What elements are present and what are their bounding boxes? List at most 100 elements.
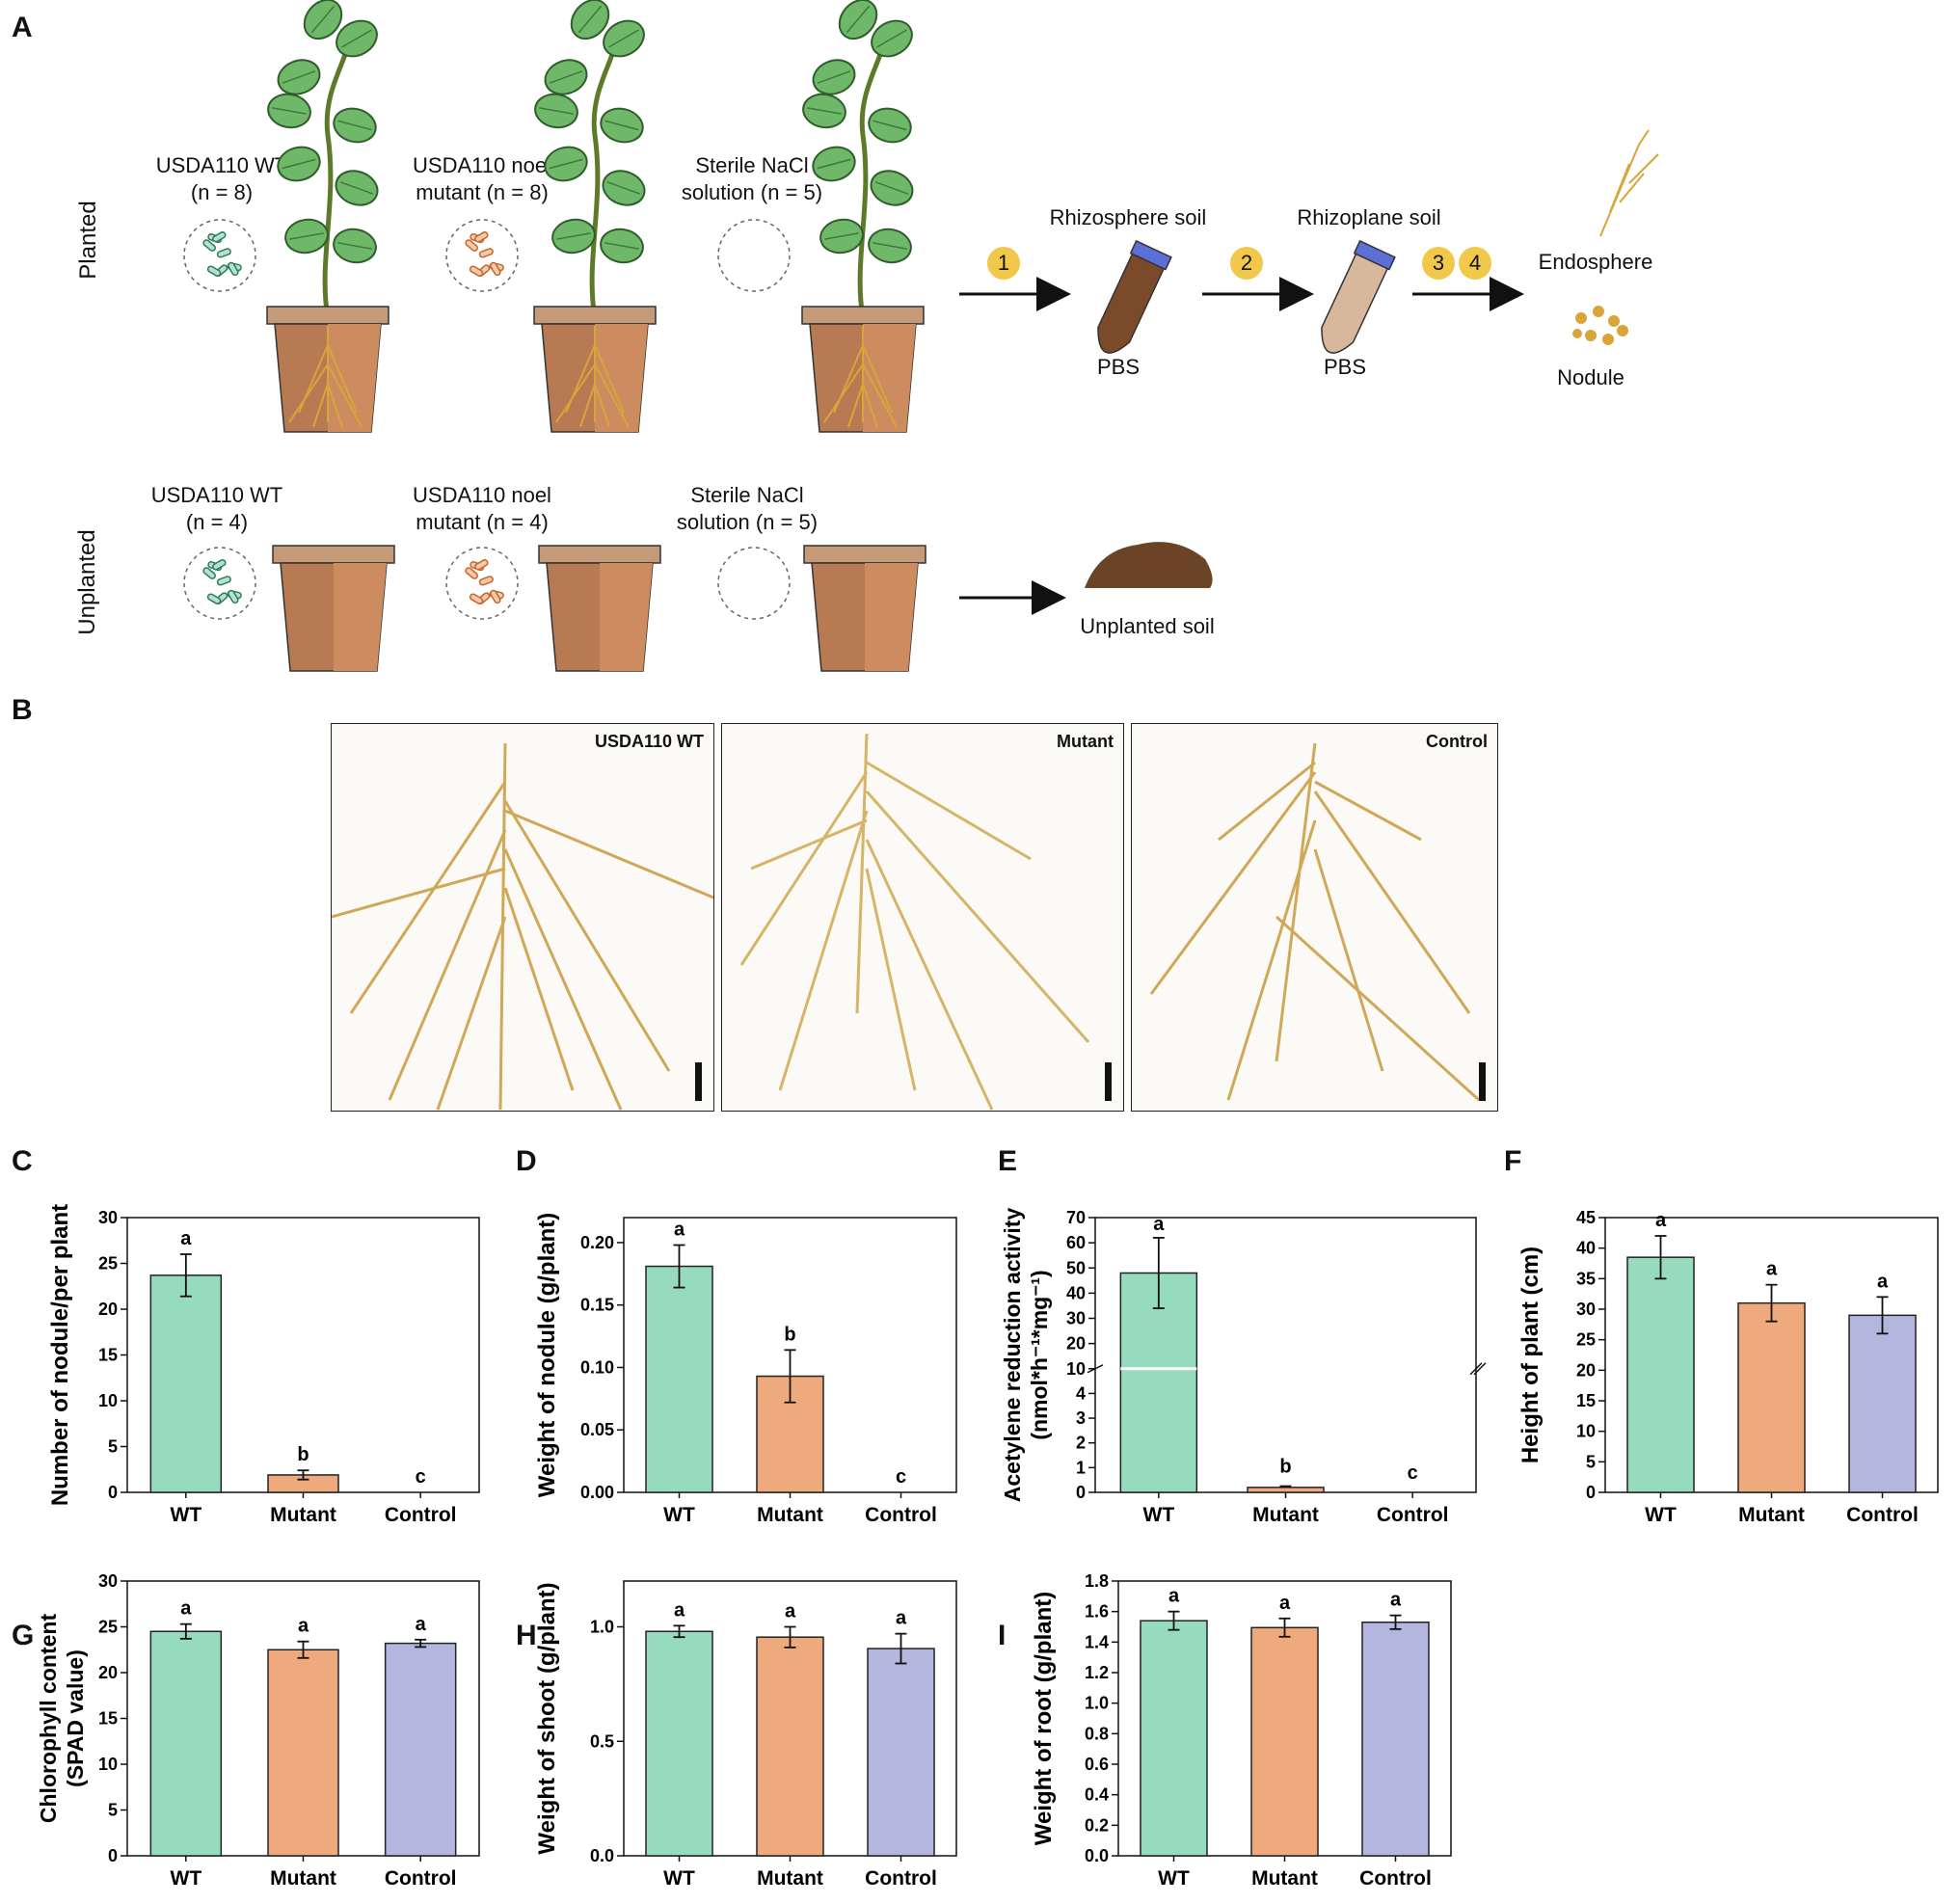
x-tick-label: WT	[663, 1504, 695, 1526]
unplanted-mutant-label: USDA110 noel mutant (n = 4)	[413, 483, 551, 534]
axis-break-mark	[1087, 1364, 1104, 1374]
y-tick-label: 30	[98, 1208, 118, 1227]
pbs-label-2: PBS	[1323, 355, 1367, 379]
y-axis-label: Number of nodule/per plant	[47, 1204, 73, 1506]
panel-label-c: C	[12, 1145, 33, 1177]
y-tick-label: 1.0	[1085, 1694, 1109, 1713]
unplanted-soil-label: Unplanted soil	[1080, 614, 1215, 638]
y-tick-label: 1.2	[1085, 1663, 1109, 1682]
bar-mutant	[1737, 1301, 1806, 1493]
significance-letter: a	[180, 1598, 192, 1620]
y-tick-label: 0.10	[580, 1357, 614, 1377]
planted-wt-plant	[265, 0, 389, 433]
x-tick-label: WT	[1143, 1504, 1175, 1526]
planted-control-label: Sterile NaCl solution (n = 5)	[681, 153, 823, 204]
significance-letter: a	[1153, 1214, 1165, 1235]
chart-nodule-weight: 0.00 0.05 0.10 0.15 0.20 a WT b Mutant c Control We…	[534, 1213, 957, 1526]
x-tick-label: Control	[385, 1504, 457, 1526]
planted-wt-label: USDA110 WT (n = 8)	[155, 153, 288, 204]
y-tick-label: 30	[1066, 1309, 1086, 1328]
y-tick-label: 5	[1586, 1452, 1596, 1471]
y-axis-label: Acetylene reduction activity	[1003, 1208, 1025, 1503]
y-tick-label: 0.4	[1085, 1785, 1109, 1805]
bar-wt	[1140, 1620, 1208, 1857]
step-3: 3	[1432, 251, 1445, 275]
y-tick-label: 15	[1576, 1391, 1596, 1410]
bar-mutant	[267, 1649, 339, 1857]
y-tick-label: 1.6	[1085, 1602, 1109, 1622]
significance-letter: a	[180, 1228, 192, 1249]
y-axis-label: Weight of shoot (g/plant)	[534, 1582, 560, 1854]
y-tick-label: 0	[108, 1483, 118, 1502]
y-axis-label-units: (SPAD value)	[63, 1649, 88, 1787]
y-tick-label: 0.0	[590, 1846, 614, 1865]
root-photo-mutant: Mutant	[721, 723, 1124, 1112]
y-tick-label: 30	[98, 1571, 118, 1591]
significance-letter: c	[416, 1466, 426, 1488]
scale-bar	[1479, 1062, 1486, 1101]
planted-mutant-label: USDA110 noel mutant (n = 8)	[413, 153, 551, 204]
x-tick-label: Mutant	[757, 1504, 823, 1526]
bar-control	[1848, 1314, 1917, 1493]
rhizosphere-label: Rhizosphere soil	[1049, 205, 1207, 229]
significance-letter: b	[297, 1444, 309, 1465]
photo-caption-control: Control	[1426, 732, 1488, 751]
bar-control	[867, 1648, 935, 1857]
x-tick-label: Mutant	[270, 1504, 336, 1526]
panel-label-f: F	[1504, 1145, 1522, 1177]
y-tick-label: 1.0	[590, 1618, 614, 1637]
step-1: 1	[997, 251, 1010, 275]
bar-wt	[1626, 1256, 1695, 1493]
y-tick-label: 60	[1066, 1233, 1086, 1252]
root-photo-wt: USDA110 WT	[331, 723, 714, 1112]
panel-label-a: A	[12, 12, 33, 43]
y-tick-label: 20	[1066, 1334, 1086, 1354]
y-axis-label: Height of plant (cm)	[1517, 1247, 1544, 1463]
significance-letter: a	[1168, 1586, 1180, 1607]
significance-letter: c	[1408, 1462, 1418, 1484]
x-tick-label: Mutant	[270, 1867, 336, 1890]
chart-nodule-number: 0 5 10 15 20 25 30 a WT b Mutant c Control Number of …	[47, 1204, 480, 1526]
y-tick-label: 40	[1576, 1239, 1596, 1258]
bar-wt	[645, 1630, 713, 1857]
y-tick-label: 15	[98, 1346, 118, 1365]
bar-mutant	[1247, 1487, 1325, 1493]
y-tick-label: 50	[1066, 1258, 1086, 1277]
significance-letter: a	[1766, 1259, 1778, 1280]
bar-wt	[149, 1630, 223, 1857]
y-tick-label: 5	[108, 1801, 118, 1820]
chart-shoot-weight: 0.0 0.5 1.0 a WT a Mutant a Control Weight of sho…	[534, 1580, 957, 1890]
chart-plant-height: 0 5 10 15 20 25 30 35 40 45 a WT a Mutant a Control Heig…	[1517, 1208, 1939, 1526]
significance-letter: a	[674, 1220, 685, 1241]
y-tick-label: 35	[1576, 1269, 1596, 1288]
y-axis-label: Weight of nodule (g/plant)	[534, 1213, 560, 1498]
chart-root-weight: 0.0 0.2 0.4 0.6 0.8 1.0 1.2 1.4 1.6 1.8 a WT a Mutant…	[1031, 1571, 1452, 1890]
step-2: 2	[1240, 251, 1253, 275]
y-tick-label: 20	[98, 1663, 118, 1682]
significance-letter: a	[1877, 1271, 1889, 1292]
y-tick-label: 0.00	[580, 1483, 614, 1502]
y-tick-label: 4	[1076, 1383, 1086, 1403]
y-tick-label: 70	[1066, 1208, 1086, 1227]
bar-control	[384, 1642, 457, 1857]
panel-label-e: E	[998, 1145, 1018, 1177]
y-tick-label: 40	[1066, 1283, 1086, 1302]
y-tick-label: 0.2	[1085, 1815, 1109, 1835]
significance-letter: a	[298, 1616, 309, 1637]
bar-mutant	[756, 1636, 824, 1857]
significance-letter: b	[784, 1324, 795, 1345]
step-4: 4	[1468, 251, 1482, 275]
panel-label-h: H	[516, 1620, 537, 1651]
y-tick-label: 0.0	[1085, 1846, 1109, 1865]
y-tick-label: 0.05	[580, 1420, 614, 1439]
y-tick-label: 1	[1076, 1458, 1086, 1477]
significance-letter: b	[1279, 1457, 1291, 1478]
x-tick-label: Mutant	[1252, 1504, 1319, 1526]
y-tick-label: 1.4	[1085, 1632, 1109, 1651]
x-tick-label: WT	[663, 1867, 695, 1890]
planted-mutant-plant	[532, 0, 657, 433]
unplanted-control-label: Sterile NaCl solution (n = 5)	[676, 483, 819, 534]
scale-bar	[1105, 1062, 1112, 1101]
y-tick-label: 15	[98, 1709, 118, 1729]
y-tick-label: 3	[1076, 1408, 1086, 1428]
